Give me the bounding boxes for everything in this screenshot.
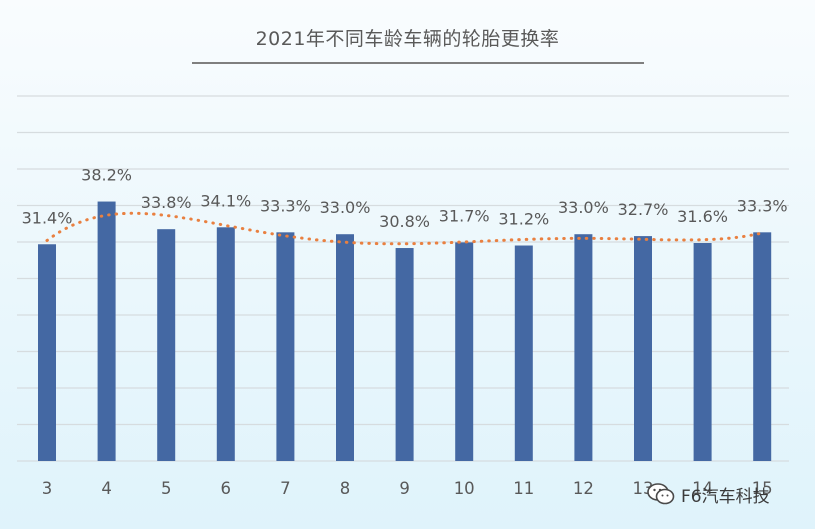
chart-title: 2021年不同车龄车辆的轮胎更换率: [255, 28, 560, 50]
data-label-15: 33.3%: [737, 196, 788, 215]
x-axis-ticks: 3 4 5 6 7 8 9 10 11 12 13 14 15: [42, 479, 773, 498]
bar-15: [753, 232, 772, 461]
x-tick-4: 4: [101, 479, 112, 498]
title-underline: [192, 62, 644, 64]
bar-4: [97, 201, 116, 461]
x-tick-7: 7: [280, 479, 291, 498]
x-tick-9: 9: [399, 479, 410, 498]
bar-10: [455, 242, 474, 461]
bar-14: [693, 243, 712, 461]
x-tick-14: 14: [692, 479, 713, 498]
x-tick-5: 5: [161, 479, 172, 498]
watermark-text: F6汽车科技: [681, 486, 770, 507]
data-label-10: 31.7%: [439, 206, 490, 225]
data-label-6: 34.1%: [200, 191, 251, 210]
data-label-7: 33.3%: [260, 196, 311, 215]
x-tick-11: 11: [513, 479, 534, 498]
data-label-5: 33.8%: [141, 193, 192, 212]
data-label-9: 30.8%: [379, 212, 430, 231]
bar-13: [634, 236, 652, 461]
data-label-14: 31.6%: [677, 207, 728, 226]
data-label-12: 33.0%: [558, 198, 609, 217]
data-label-3: 31.4%: [22, 208, 73, 227]
bar-7: [276, 232, 295, 461]
data-label-13: 32.7%: [618, 200, 669, 219]
wechat-icon: [647, 483, 675, 505]
bar-12: [574, 234, 593, 461]
data-label-4: 38.2%: [81, 166, 132, 185]
x-tick-12: 12: [573, 479, 594, 498]
data-label-8: 33.0%: [320, 198, 371, 217]
watermark: F6汽车科技: [647, 478, 770, 510]
data-labels: 31.4% 38.2% 33.8% 34.1% 33.3% 33.0% 30.8% 31.7%…: [22, 166, 788, 231]
bar-9: [395, 248, 414, 461]
bar-3: [38, 244, 56, 461]
bar-5: [157, 229, 176, 461]
bar-6: [216, 227, 235, 461]
x-tick-8: 8: [340, 479, 351, 498]
x-tick-6: 6: [221, 479, 232, 498]
x-tick-3: 3: [42, 479, 53, 498]
x-tick-15: 15: [752, 479, 773, 498]
x-tick-10: 10: [454, 479, 475, 498]
bar-11: [514, 245, 533, 461]
bar-8: [336, 234, 354, 461]
bars: [38, 201, 772, 461]
data-label-11: 31.2%: [498, 210, 549, 229]
